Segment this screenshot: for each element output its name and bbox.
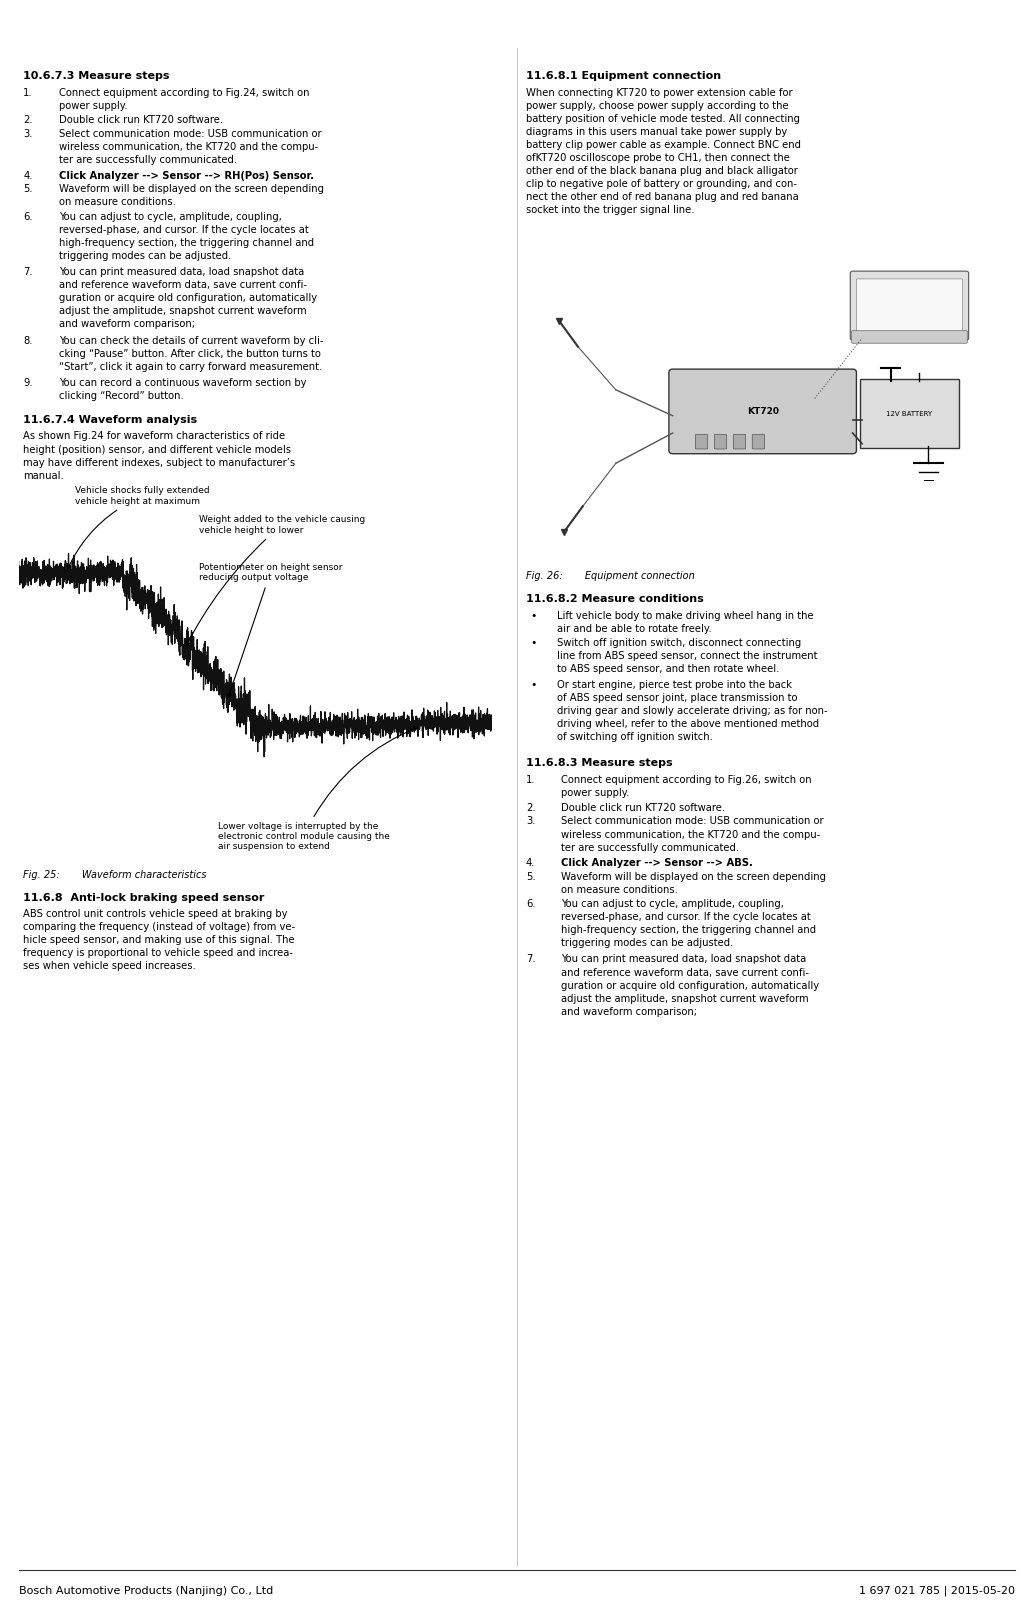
- Text: 3.: 3.: [24, 130, 33, 140]
- Text: You can adjust to cycle, amplitude, coupling,
reversed-phase, and cursor. If the: You can adjust to cycle, amplitude, coup…: [561, 900, 817, 948]
- Text: Waveform will be displayed on the screen depending
on measure conditions.: Waveform will be displayed on the screen…: [561, 871, 826, 895]
- Text: 5.: 5.: [24, 184, 33, 194]
- Text: Connect equipment according to Fig.26, switch on
power supply.: Connect equipment according to Fig.26, s…: [561, 775, 812, 799]
- Text: 2.: 2.: [24, 115, 33, 125]
- Text: 5.: 5.: [526, 871, 536, 882]
- FancyBboxPatch shape: [733, 435, 746, 449]
- Text: Lower voltage is interrupted by the
electronic control module causing the
air su: Lower voltage is interrupted by the elec…: [217, 727, 418, 852]
- Text: You can adjust to cycle, amplitude, coupling,
reversed-phase, and cursor. If the: You can adjust to cycle, amplitude, coup…: [59, 212, 314, 261]
- Text: Select communication mode: USB communication or
wireless communication, the KT72: Select communication mode: USB communica…: [59, 130, 322, 165]
- FancyBboxPatch shape: [753, 435, 764, 449]
- Text: As shown Fig.24 for waveform characteristics of ride
height (position) sensor, a: As shown Fig.24 for waveform characteris…: [24, 431, 296, 481]
- Text: 1 697 021 785 | 2015-05-20: 1 697 021 785 | 2015-05-20: [859, 1585, 1015, 1596]
- Text: Fig. 25:     Waveform characteristics: Fig. 25: Waveform characteristics: [24, 869, 207, 879]
- Text: 3.: 3.: [526, 816, 536, 826]
- Text: •: •: [530, 611, 537, 621]
- Text: 6.: 6.: [24, 212, 33, 221]
- Text: 9.: 9.: [24, 377, 33, 388]
- Text: 11.6.8.1 Equipment connection: 11.6.8.1 Equipment connection: [526, 71, 721, 82]
- FancyBboxPatch shape: [850, 271, 969, 340]
- FancyBboxPatch shape: [856, 279, 963, 332]
- Text: 4.: 4.: [24, 170, 33, 181]
- Text: Connect equipment according to Fig.24, switch on
power supply.: Connect equipment according to Fig.24, s…: [59, 88, 309, 111]
- Text: Fig. 26:     Equipment connection: Fig. 26: Equipment connection: [526, 571, 695, 581]
- Text: You can print measured data, load snapshot data
and reference waveform data, sav: You can print measured data, load snapsh…: [59, 268, 317, 329]
- Text: Vehicle shocks fully extended
vehicle height at maximum: Vehicle shocks fully extended vehicle he…: [67, 486, 210, 569]
- Text: Or start engine, pierce test probe into the back
of ABS speed sensor joint, plac: Or start engine, pierce test probe into …: [556, 680, 827, 743]
- Text: 11.6.8.3 Measure steps: 11.6.8.3 Measure steps: [526, 759, 672, 768]
- Text: Waveform will be displayed on the screen depending
on measure conditions.: Waveform will be displayed on the screen…: [59, 184, 324, 207]
- Text: 1.: 1.: [526, 775, 536, 784]
- Text: Bosch Automotive Products (Nanjing) Co., Ltd: Bosch Automotive Products (Nanjing) Co.,…: [19, 1585, 273, 1596]
- Text: 6.: 6.: [526, 900, 536, 909]
- Text: 11.6.8.2 Measure conditions: 11.6.8.2 Measure conditions: [526, 593, 703, 605]
- Text: 10.6.7.3 Measure steps: 10.6.7.3 Measure steps: [24, 71, 170, 82]
- Text: You can record a continuous waveform section by
clicking “Record” button.: You can record a continuous waveform sec…: [59, 377, 306, 401]
- Text: Select communication mode: USB communication or
wireless communication, the KT72: Select communication mode: USB communica…: [561, 816, 824, 853]
- Text: Weight added to the vehicle causing
vehicle height to lower: Weight added to the vehicle causing vehi…: [186, 515, 365, 646]
- Text: Measure function  |  KT720  |  37  |  en: Measure function | KT720 | 37 | en: [723, 22, 1007, 35]
- FancyBboxPatch shape: [852, 330, 967, 343]
- Text: 2.: 2.: [526, 802, 536, 813]
- Text: When connecting KT720 to power extension cable for
power supply, choose power su: When connecting KT720 to power extension…: [526, 88, 801, 215]
- Text: ABS control unit controls vehicle speed at braking by
comparing the frequency (i: ABS control unit controls vehicle speed …: [24, 909, 296, 972]
- FancyBboxPatch shape: [696, 435, 707, 449]
- FancyBboxPatch shape: [714, 435, 727, 449]
- Text: 7.: 7.: [24, 268, 33, 277]
- Text: You can print measured data, load snapshot data
and reference waveform data, sav: You can print measured data, load snapsh…: [561, 954, 820, 1017]
- Text: Double click run KT720 software.: Double click run KT720 software.: [561, 802, 726, 813]
- Text: •: •: [530, 680, 537, 690]
- Text: Potentiometer on height sensor
reducing output voltage: Potentiometer on height sensor reducing …: [199, 563, 342, 698]
- Text: 8.: 8.: [24, 337, 33, 346]
- Text: 4.: 4.: [526, 858, 536, 868]
- Text: Click Analyzer --> Sensor --> ABS.: Click Analyzer --> Sensor --> ABS.: [561, 858, 753, 868]
- Text: 1.: 1.: [24, 88, 33, 98]
- FancyBboxPatch shape: [859, 379, 960, 448]
- Text: KT720: KT720: [747, 407, 779, 415]
- Text: 7.: 7.: [526, 954, 536, 964]
- Text: 12V BATTERY: 12V BATTERY: [886, 411, 933, 417]
- Text: Switch off ignition switch, disconnect connecting
line from ABS speed sensor, co: Switch off ignition switch, disconnect c…: [556, 638, 817, 675]
- Text: Double click run KT720 software.: Double click run KT720 software.: [59, 115, 223, 125]
- Text: You can check the details of current waveform by cli-
cking “Pause” button. Afte: You can check the details of current wav…: [59, 337, 324, 372]
- Text: 11.6.7.4 Waveform analysis: 11.6.7.4 Waveform analysis: [24, 415, 197, 425]
- Text: Lift vehicle body to make driving wheel hang in the
air and be able to rotate fr: Lift vehicle body to make driving wheel …: [556, 611, 814, 634]
- Text: •: •: [530, 638, 537, 648]
- Text: Click Analyzer --> Sensor --> RH(Pos) Sensor.: Click Analyzer --> Sensor --> RH(Pos) Se…: [59, 170, 314, 181]
- FancyBboxPatch shape: [669, 369, 856, 454]
- Text: 11.6.8  Anti-lock braking speed sensor: 11.6.8 Anti-lock braking speed sensor: [24, 892, 265, 903]
